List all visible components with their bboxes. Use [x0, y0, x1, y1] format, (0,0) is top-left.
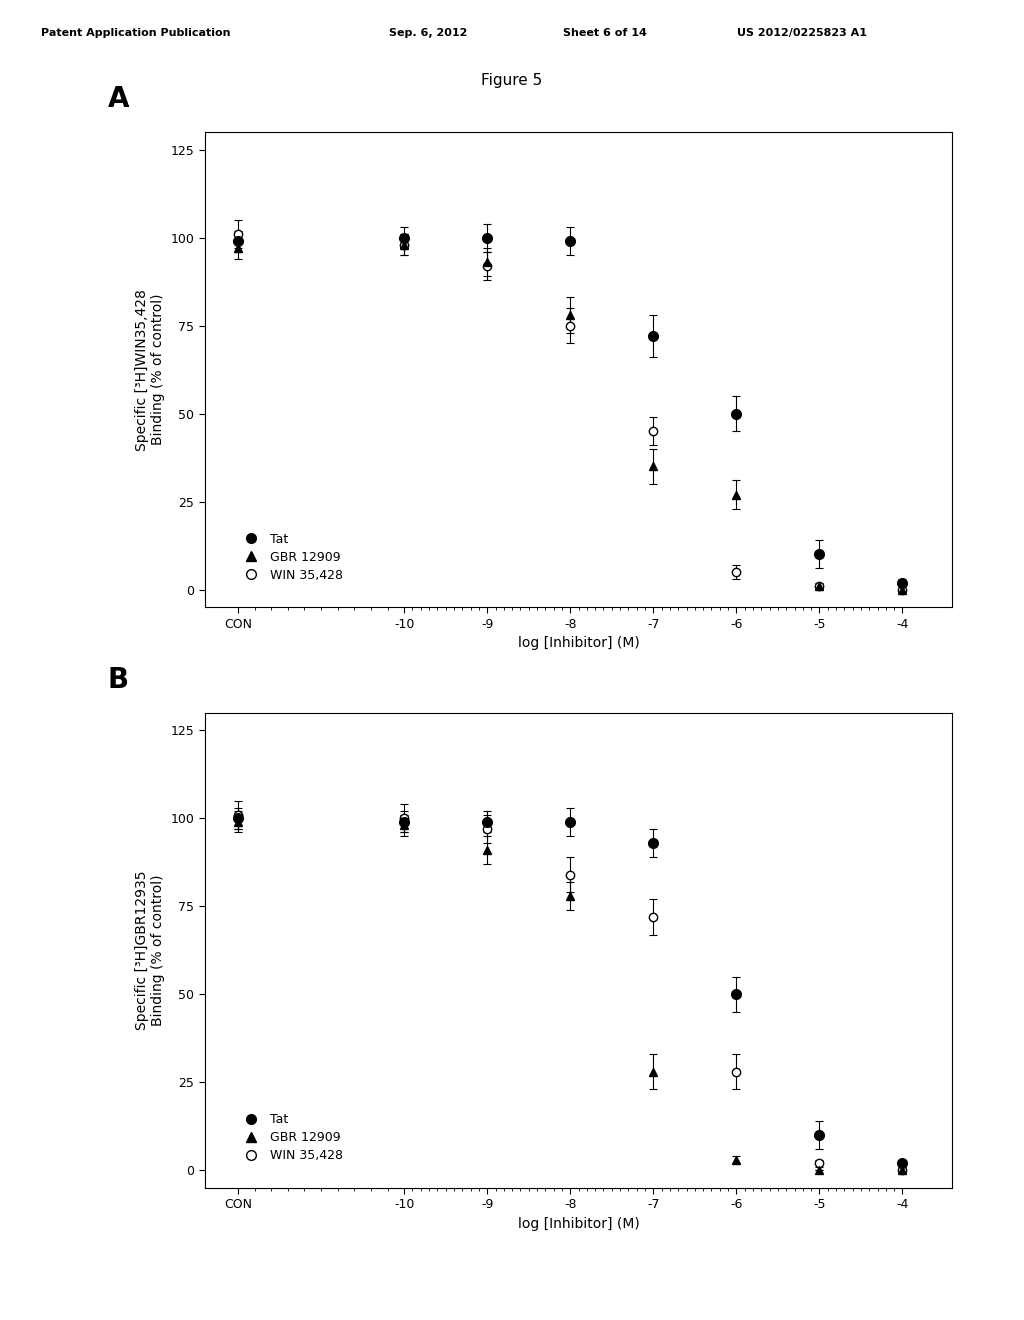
Text: Sep. 6, 2012: Sep. 6, 2012 [389, 28, 468, 38]
Legend: Tat, GBR 12909, WIN 35,428: Tat, GBR 12909, WIN 35,428 [233, 1109, 348, 1167]
Text: Patent Application Publication: Patent Application Publication [41, 28, 230, 38]
Text: Figure 5: Figure 5 [481, 73, 543, 87]
Text: B: B [108, 665, 129, 694]
Y-axis label: Specific [³H]WIN35,428
Binding (% of control): Specific [³H]WIN35,428 Binding (% of con… [135, 289, 165, 450]
Y-axis label: Specific [³H]GBR12935
Binding (% of control): Specific [³H]GBR12935 Binding (% of cont… [135, 871, 165, 1030]
Text: US 2012/0225823 A1: US 2012/0225823 A1 [737, 28, 867, 38]
Text: A: A [108, 84, 129, 114]
Legend: Tat, GBR 12909, WIN 35,428: Tat, GBR 12909, WIN 35,428 [233, 528, 348, 586]
X-axis label: log [Inhibitor] (M): log [Inhibitor] (M) [518, 636, 639, 651]
X-axis label: log [Inhibitor] (M): log [Inhibitor] (M) [518, 1217, 639, 1232]
Text: Sheet 6 of 14: Sheet 6 of 14 [563, 28, 647, 38]
